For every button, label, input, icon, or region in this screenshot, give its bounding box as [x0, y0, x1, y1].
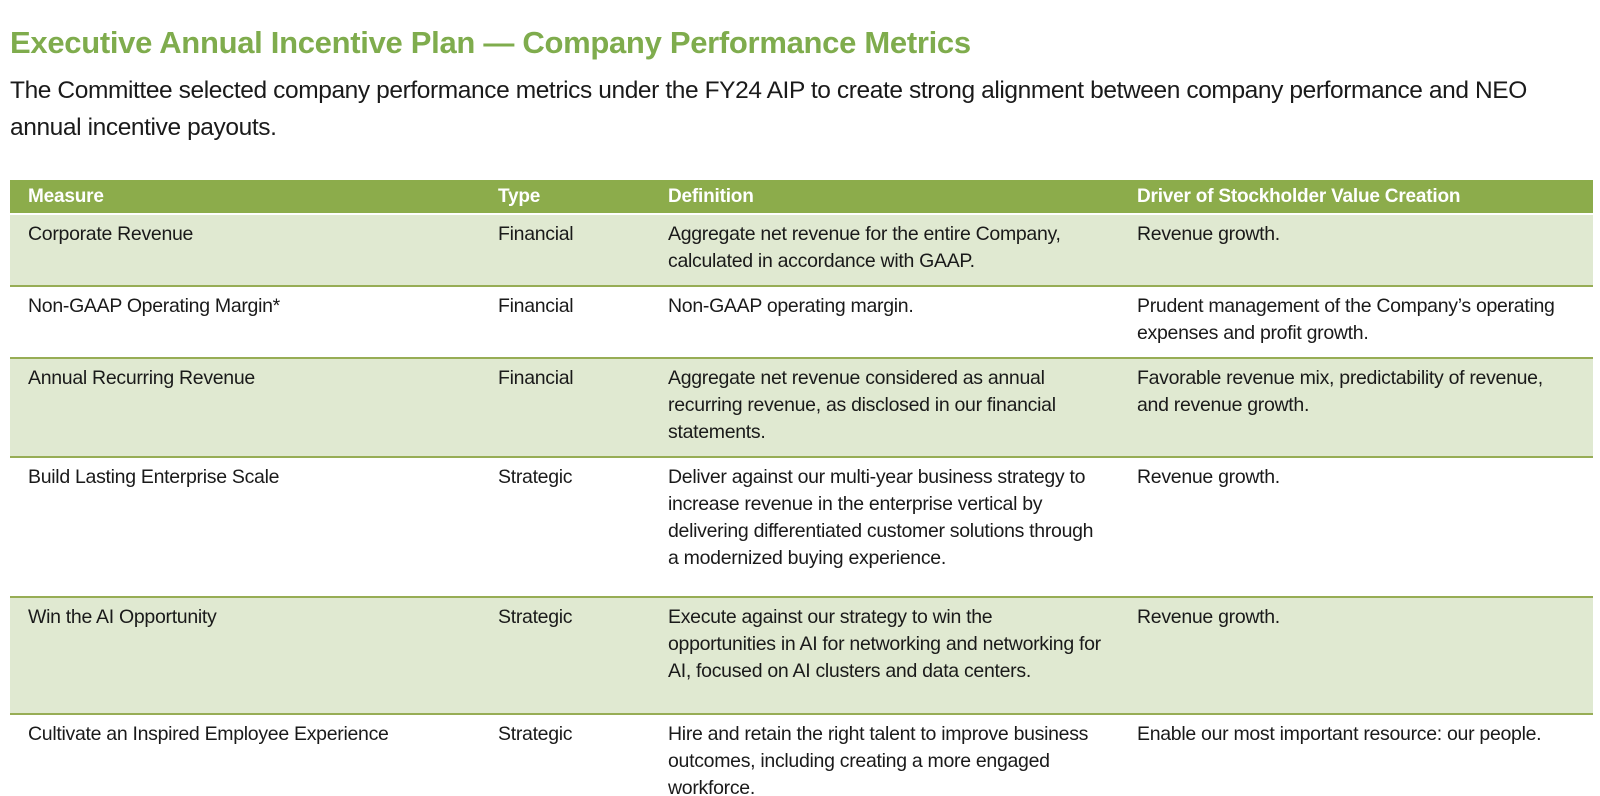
cell-type: Financial: [480, 214, 650, 286]
cell-driver: Prudent management of the Company’s oper…: [1119, 285, 1593, 358]
cell-driver: Enable our most important resource: our …: [1119, 713, 1593, 796]
cell-type: Strategic: [480, 713, 650, 796]
table-row-annual-recurring-revenue: Annual Recurring Revenue Financial Aggrega…: [10, 357, 1593, 457]
cell-type: Financial: [480, 285, 650, 358]
table-row-corporate-revenue: Corporate Revenue Financial Aggregate net …: [10, 214, 1593, 286]
cell-definition: Non-GAAP operating margin.: [650, 285, 1119, 358]
cell-measure: Win the AI Opportunity: [10, 596, 480, 714]
cell-definition: Hire and retain the right talent to impr…: [650, 713, 1119, 796]
table-row-cultivate-an-inspired-employee-experience: Cultivate an Inspired Employee Experienc…: [10, 713, 1593, 796]
cell-definition: Aggregate net revenue considered as annu…: [650, 357, 1119, 457]
page-title: Executive Annual Incentive Plan — Compan…: [10, 25, 971, 60]
column-header-type: Type: [480, 180, 650, 215]
cell-type: Strategic: [480, 596, 650, 714]
cell-definition: Deliver against our multi-year business …: [650, 456, 1119, 597]
cell-driver: Revenue growth.: [1119, 596, 1593, 714]
cell-measure: Build Lasting Enterprise Scale: [10, 456, 480, 597]
cell-driver: Favorable revenue mix, predictability of…: [1119, 357, 1593, 457]
intro-paragraph: The Committee selected company performan…: [10, 77, 1527, 141]
column-header-measure: Measure: [10, 180, 480, 215]
cell-definition: Aggregate net revenue for the entire Com…: [650, 214, 1119, 286]
table-row-build-lasting-enterprise-scale: Build Lasting Enterprise Scale Strategic D…: [10, 456, 1593, 597]
cell-type: Financial: [480, 357, 650, 457]
table-body: Corporate Revenue Financial Aggregate net …: [10, 214, 1593, 796]
table-header-row: Measure Type Definition Driver of Stockhold…: [10, 180, 1593, 215]
column-header-driver-of-stockholder-value-creation: Driver of Stockholder Value Creation: [1119, 180, 1593, 215]
cell-definition: Execute against our strategy to win the …: [650, 596, 1119, 714]
table-row-non-gaap-operating-margin: Non-GAAP Operating Margin* Financial Non-G…: [10, 285, 1593, 358]
cell-measure: Non-GAAP Operating Margin*: [10, 285, 480, 358]
cell-measure: Cultivate an Inspired Employee Experienc…: [10, 713, 480, 796]
column-header-definition: Definition: [650, 180, 1119, 215]
cell-type: Strategic: [480, 456, 650, 597]
cell-driver: Revenue growth.: [1119, 456, 1593, 597]
performance-metrics-table: Measure Type Definition Driver of Stockhold…: [10, 180, 1593, 796]
cell-driver: Revenue growth.: [1119, 214, 1593, 286]
cell-measure: Annual Recurring Revenue: [10, 357, 480, 457]
table-row-win-the-ai-opportunity: Win the AI Opportunity Strategic Execute a…: [10, 596, 1593, 714]
cell-measure: Corporate Revenue: [10, 214, 480, 286]
